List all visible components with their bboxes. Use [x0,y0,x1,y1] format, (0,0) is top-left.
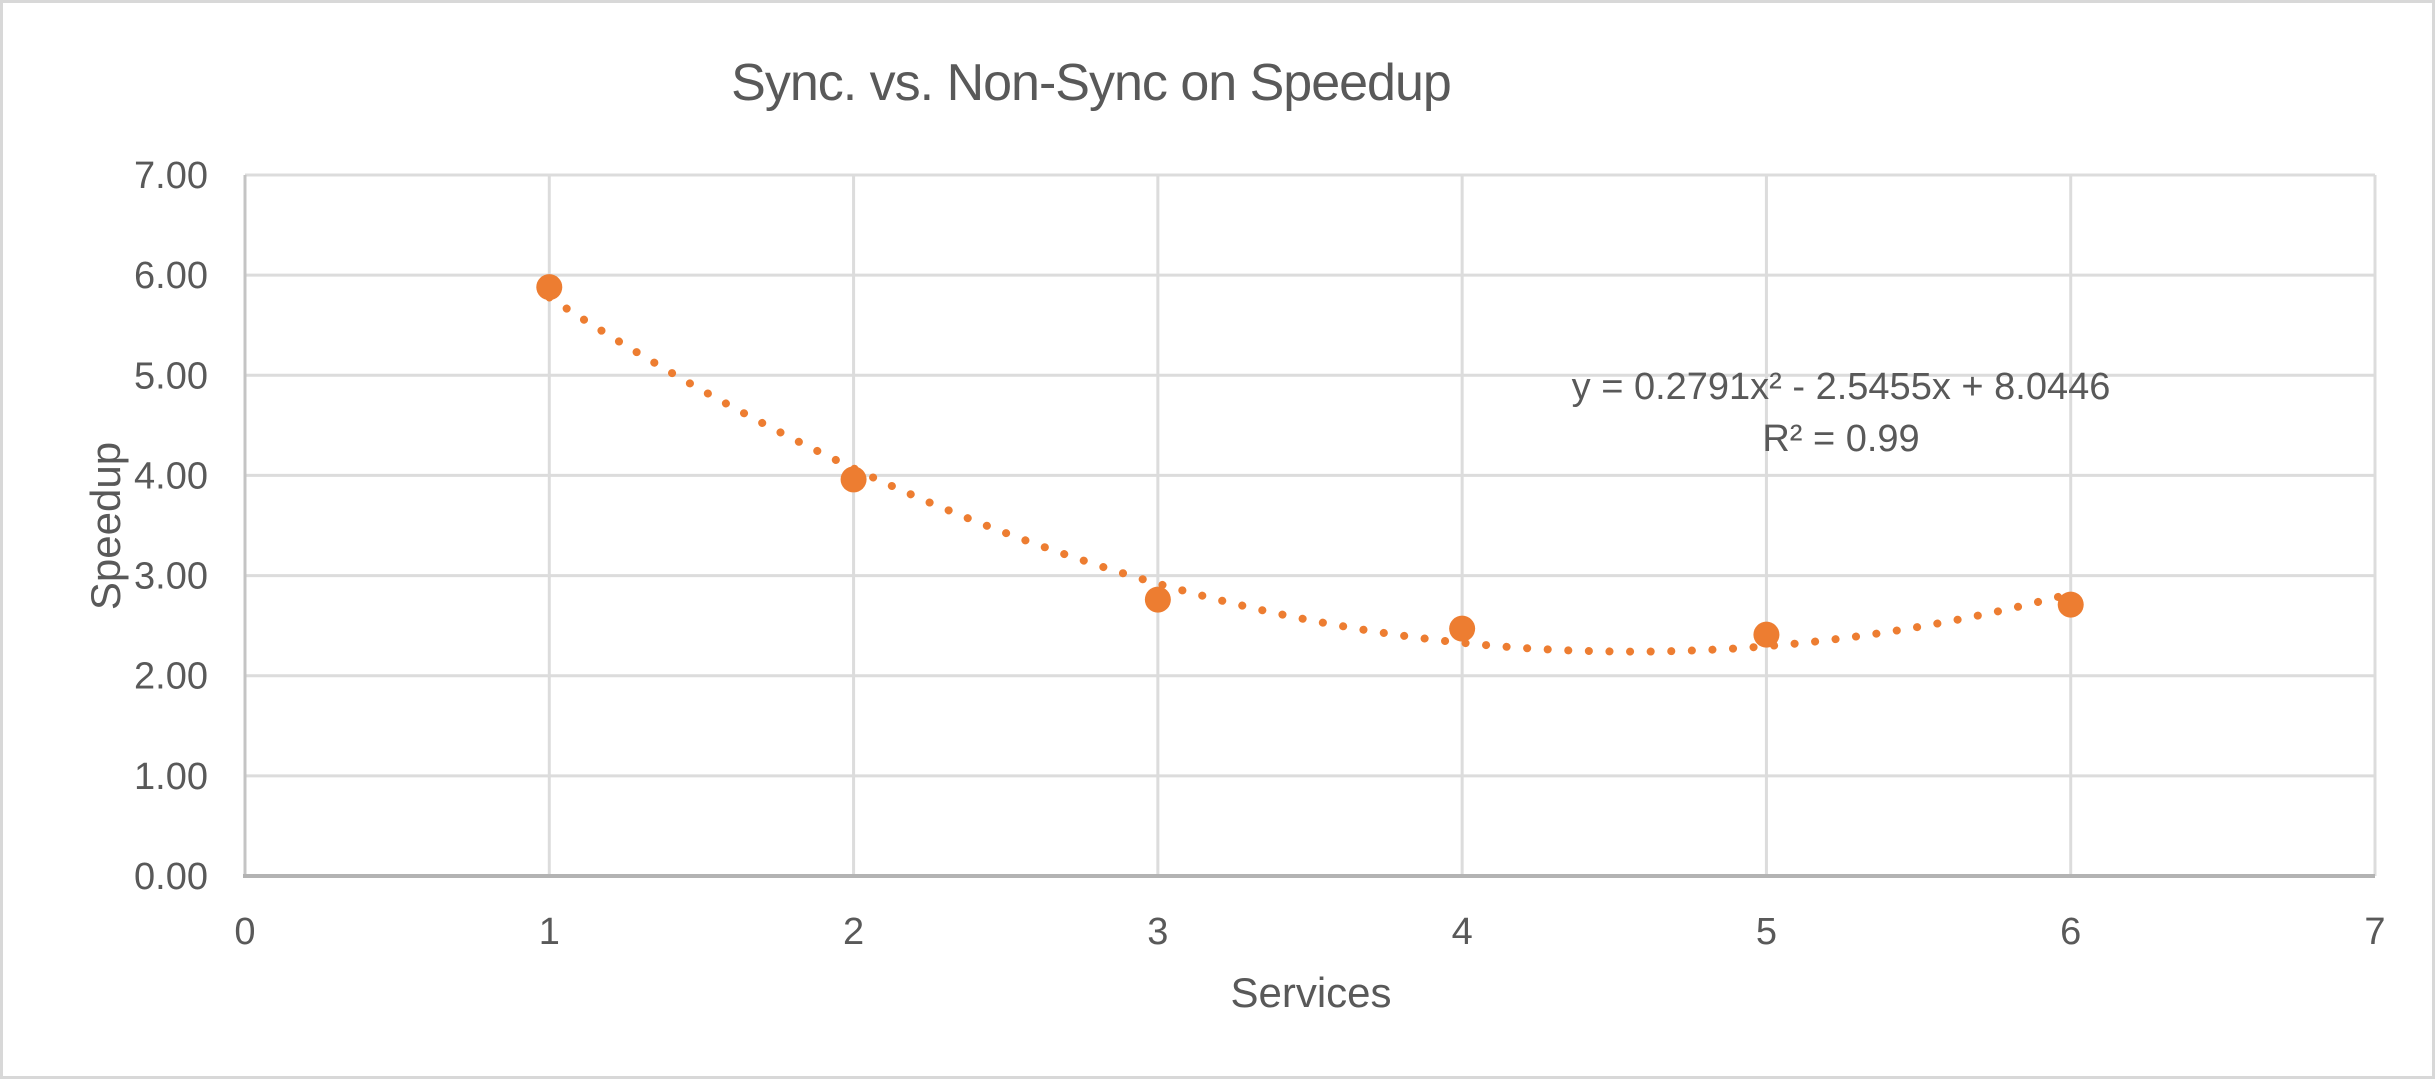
x-tick-label: 3 [1147,911,1168,953]
x-axis-title: Services [1230,969,1392,1016]
x-tick-label: 6 [2060,911,2081,953]
y-tick-label: 0.00 [134,856,208,898]
y-tick-label: 5.00 [134,355,208,397]
y-axis-title: Speedup [82,441,129,611]
trendline-equation: y = 0.2791x² - 2.5455x + 8.0446 [1571,366,2111,408]
y-tick-label: 3.00 [134,556,208,598]
x-tick-label: 0 [234,911,255,953]
x-tick-label: 4 [1452,911,1473,953]
y-tick-label: 2.00 [134,656,208,698]
y-tick-label: 7.00 [134,155,208,197]
data-point [536,274,563,301]
y-tick-label: 1.00 [134,756,208,798]
y-tick-label: 6.00 [134,255,208,297]
trendline-annotation: y = 0.2791x² - 2.5455x + 8.0446 R² = 0.9… [1441,361,2241,465]
y-tick-label: 4.00 [134,455,208,497]
x-tick-label: 7 [2364,911,2385,953]
data-point [1144,586,1171,613]
data-point [840,466,867,493]
data-point [2057,591,2084,618]
x-tick-label: 5 [1756,911,1777,953]
data-point [1753,621,1780,648]
plot-area: 0.00 1.00 2.00 3.00 4.00 5.00 6.00 7.00 0 1 2 3 4 5 6 7 [134,155,2386,953]
trendline-r-squared: R² = 0.99 [1762,418,1920,460]
data-point [1449,615,1476,642]
x-tick-label: 1 [539,911,560,953]
trendline [545,293,2075,656]
chart-title: Sync. vs. Non-Sync on Speedup [731,54,1452,112]
x-tick-label: 2 [843,911,864,953]
